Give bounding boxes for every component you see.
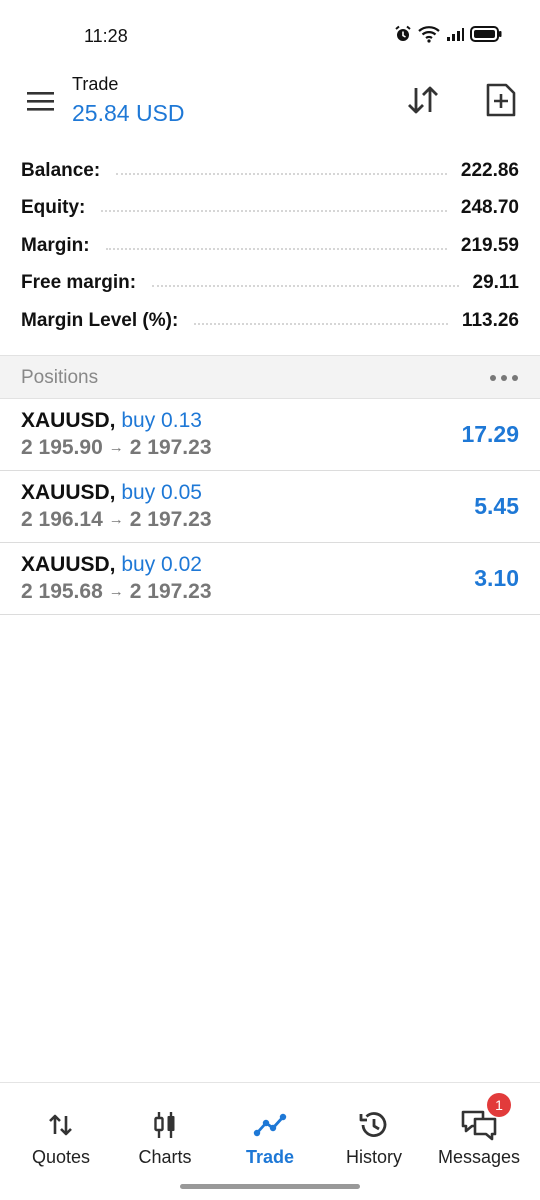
position-prices: 2 195.68 → 2 197.23 [21,580,212,604]
nav-history[interactable]: History [324,1105,424,1175]
position-row[interactable]: XAUUSD, buy 0.05 2 196.14 → 2 197.23 5.45 [0,471,540,543]
alarm-icon [394,25,412,43]
sort-icon [408,86,438,114]
summary-row-equity: Equity: 248.70 [0,190,540,228]
position-side: buy 0.02 [121,553,202,576]
summary-value: 219.59 [460,234,519,256]
nav-label: History [345,1147,402,1167]
position-prices: 2 196.14 → 2 197.23 [21,508,212,532]
dotted-leader [105,247,447,250]
bottom-navigation: Quotes Charts Trade History 1 Messages [0,1082,540,1200]
position-side: buy 0.13 [121,409,202,432]
position-title: XAUUSD, buy 0.02 [21,553,202,577]
unread-badge: 1 [487,1093,511,1117]
arrow-right-icon: → [108,511,124,528]
position-title: XAUUSD, buy 0.13 [21,409,202,433]
signal-icon [446,26,464,42]
more-options-button[interactable] [490,368,518,388]
page-title: Trade [72,74,119,94]
summary-label: Balance: [21,159,101,181]
current-price: 2 197.23 [129,580,212,603]
nav-label: Messages [437,1147,521,1167]
positions-title: Positions [21,367,99,388]
nav-label: Charts [138,1147,192,1167]
arrow-right-icon: → [108,439,124,456]
status-icons [394,25,502,43]
nav-messages[interactable]: 1 Messages [429,1093,529,1175]
more-dot-icon [490,375,496,381]
summary-value: 29.11 [472,272,520,294]
position-profit: 5.45 [474,493,519,519]
nav-quotes[interactable]: Quotes [11,1105,111,1175]
positions-list: XAUUSD, buy 0.13 2 195.90 → 2 197.23 17.29… [0,399,540,615]
nav-label: Trade [245,1147,295,1167]
quotes-icon [41,1109,81,1141]
position-symbol: XAUUSD, [21,481,116,504]
battery-icon [470,25,502,43]
dotted-leader [116,172,447,175]
more-dot-icon [512,375,518,381]
summary-value: 248.70 [460,197,519,219]
account-profit: 25.84 USD [72,100,185,126]
more-dot-icon [501,375,507,381]
open-price: 2 195.90 [21,436,103,459]
status-time: 11:28 [84,26,128,46]
nav-charts[interactable]: Charts [115,1105,215,1175]
position-row[interactable]: XAUUSD, buy 0.02 2 195.68 → 2 197.23 3.10 [0,543,540,615]
summary-row-free-margin: Free margin: 29.11 [0,265,540,303]
nav-trade[interactable]: Trade [220,1105,320,1175]
open-price: 2 195.68 [21,580,103,603]
menu-icon [27,92,54,111]
status-bar: 11:28 [0,0,540,70]
summary-value: 113.26 [461,309,519,331]
nav-label: Quotes [31,1147,91,1167]
charts-icon [145,1109,185,1141]
summary-label: Equity: [21,197,86,219]
sort-button[interactable] [404,84,442,116]
position-symbol: XAUUSD, [21,409,116,432]
position-profit: 17.29 [461,421,519,447]
app-header: Trade 25.84 USD [0,70,540,140]
position-title: XAUUSD, buy 0.05 [21,481,202,505]
current-price: 2 197.23 [129,508,212,531]
open-price: 2 196.14 [21,508,103,531]
position-profit: 3.10 [474,565,519,591]
dotted-leader [152,285,459,288]
summary-row-margin: Margin: 219.59 [0,227,540,265]
new-order-icon [486,83,516,117]
summary-value: 222.86 [460,159,519,181]
position-row[interactable]: XAUUSD, buy 0.13 2 195.90 → 2 197.23 17.29 [0,399,540,471]
history-icon [354,1109,394,1141]
dotted-leader [194,322,448,325]
home-indicator[interactable] [180,1184,360,1189]
current-price: 2 197.23 [129,436,212,459]
summary-label: Margin: [21,234,90,256]
summary-row-margin-level: Margin Level (%): 113.26 [0,302,540,340]
messages-icon [459,1109,499,1141]
account-summary: Balance: 222.86 Equity: 248.70 Margin: 2… [0,152,540,340]
summary-row-balance: Balance: 222.86 [0,152,540,190]
position-prices: 2 195.90 → 2 197.23 [21,436,212,460]
new-order-button[interactable] [484,82,518,118]
positions-section-header: Positions [0,355,540,399]
position-side: buy 0.05 [121,481,202,504]
position-symbol: XAUUSD, [21,553,116,576]
dotted-leader [101,210,447,213]
arrow-right-icon: → [108,583,124,600]
wifi-icon [418,25,440,43]
summary-label: Free margin: [21,272,137,294]
summary-label: Margin Level (%): [21,309,179,331]
menu-button[interactable] [24,86,58,116]
trade-icon [250,1109,290,1141]
